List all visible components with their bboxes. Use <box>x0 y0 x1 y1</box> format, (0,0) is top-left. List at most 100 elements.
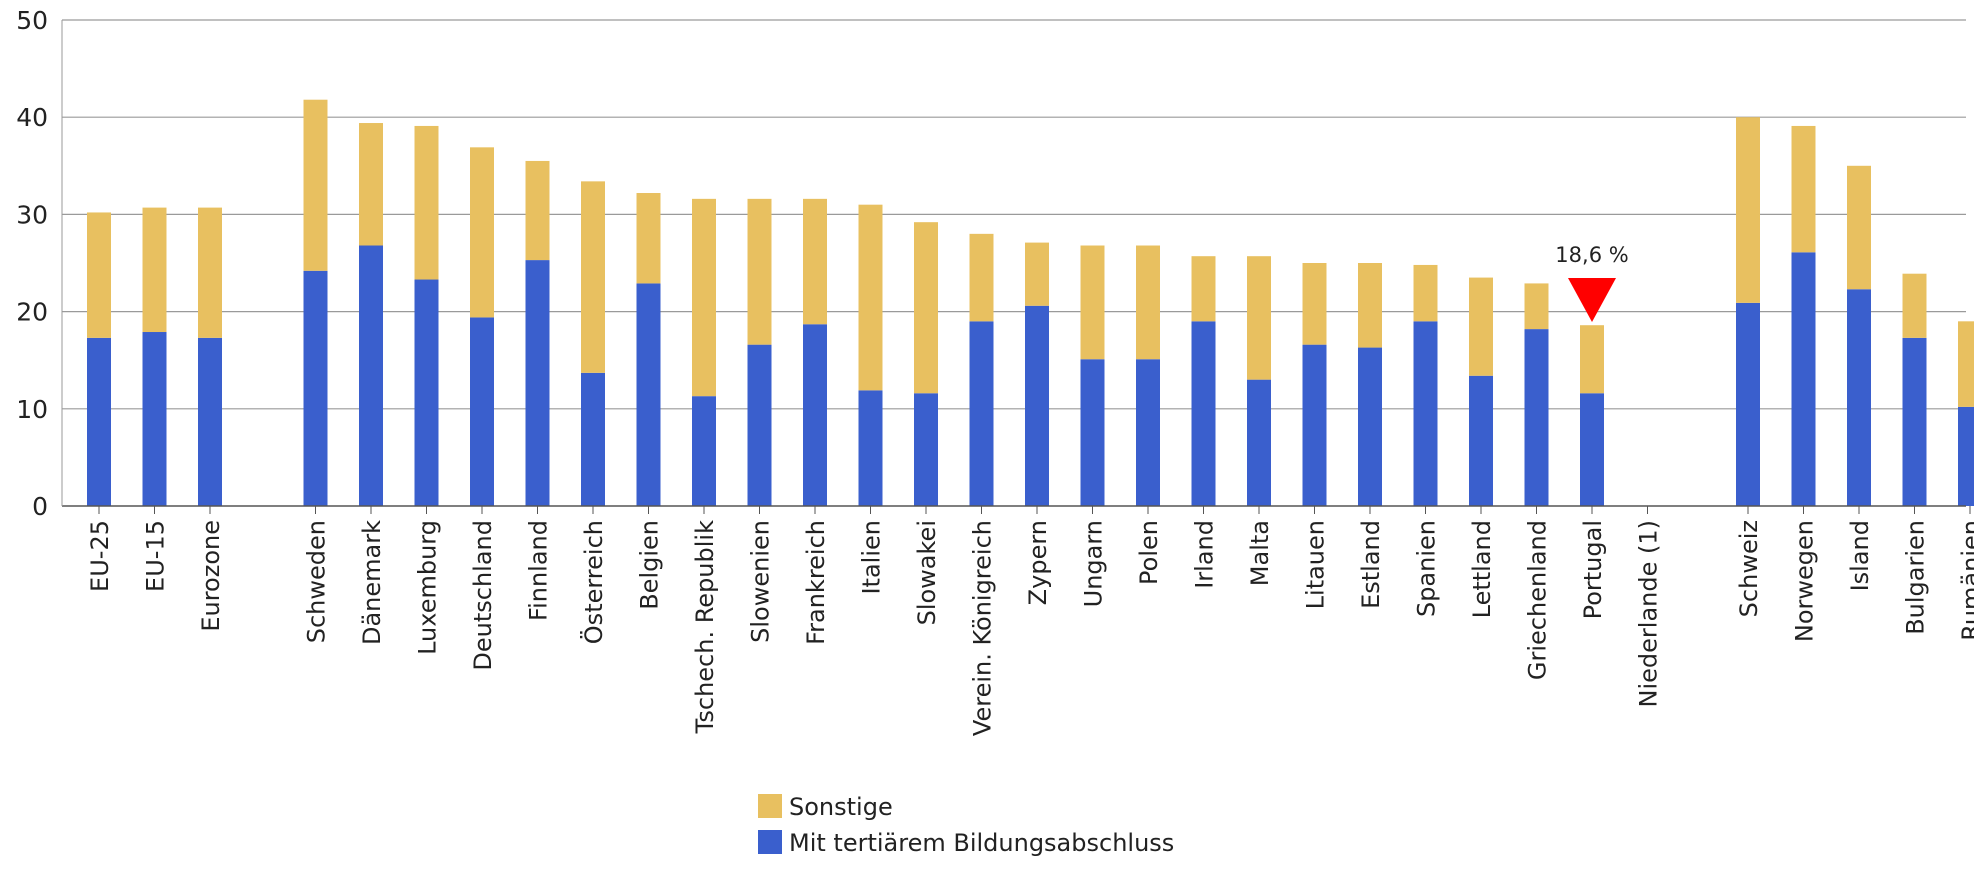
bar-tertiary-18 <box>1136 359 1160 506</box>
legend-swatch-0 <box>758 794 782 818</box>
x-tick-label-18: Polen <box>1135 520 1163 585</box>
bar-sonstige-19 <box>1191 256 1216 322</box>
annotation-label: 18,6 % <box>1555 243 1628 267</box>
legend-label-1: Mit tertiärem Bildungsabschluss <box>789 829 1174 857</box>
bar-tertiary-30 <box>1847 289 1871 506</box>
x-tick-label-22: Estland <box>1357 520 1385 609</box>
bar-sonstige-28 <box>1736 117 1760 303</box>
bar-sonstige-10 <box>692 198 716 397</box>
bar-sonstige-3 <box>303 99 328 271</box>
x-tick-label-16: Zypern <box>1024 520 1052 605</box>
y-tick-label-50: 50 <box>16 6 48 35</box>
bar-sonstige-6 <box>470 147 494 318</box>
bar-sonstige-32 <box>1958 321 1974 407</box>
x-tick-label-23: Spanien <box>1413 520 1441 617</box>
bar-tertiary-8 <box>581 372 605 506</box>
x-tick-label-9: Belgien <box>636 520 664 610</box>
bar-tertiary-20 <box>1247 379 1271 506</box>
bar-sonstige-15 <box>969 233 994 322</box>
y-tick-label-0: 0 <box>32 492 48 521</box>
bar-tertiary-25 <box>1524 329 1549 506</box>
bar-tertiary-32 <box>1958 406 1974 506</box>
y-tick-label-10: 10 <box>16 395 48 424</box>
bar-sonstige-4 <box>359 123 383 246</box>
x-tick-label-1: EU-15 <box>142 520 170 592</box>
bar-tertiary-19 <box>1191 321 1216 506</box>
bar-sonstige-23 <box>1413 264 1438 322</box>
bar-sonstige-24 <box>1469 277 1493 376</box>
bar-sonstige-7 <box>525 160 550 261</box>
bar-sonstige-2 <box>198 207 222 338</box>
bar-sonstige-20 <box>1247 256 1271 380</box>
bar-sonstige-11 <box>747 198 772 345</box>
y-tick-label-20: 20 <box>16 298 48 327</box>
x-tick-label-20: Malta <box>1246 520 1274 586</box>
x-tick-label-30: Island <box>1846 520 1874 591</box>
x-tick-label-28: Schweiz <box>1735 520 1763 617</box>
legend-label-0: Sonstige <box>789 793 893 821</box>
bar-tertiary-0 <box>87 337 111 506</box>
bar-tertiary-12 <box>803 324 827 506</box>
bar-sonstige-29 <box>1791 125 1816 253</box>
bar-tertiary-28 <box>1736 302 1760 506</box>
bar-sonstige-9 <box>636 193 661 284</box>
bar-tertiary-10 <box>692 396 716 506</box>
x-tick-label-0: EU-25 <box>86 520 114 592</box>
x-tick-label-29: Norwegen <box>1791 520 1819 642</box>
bar-sonstige-16 <box>1025 242 1049 306</box>
annotation-marker-icon <box>1568 278 1616 322</box>
x-tick-label-31: Bulgarien <box>1902 520 1930 635</box>
bar-sonstige-0 <box>87 212 111 338</box>
bar-tertiary-17 <box>1080 359 1105 506</box>
x-tick-label-15: Verein. Königreich <box>969 520 997 736</box>
bar-tertiary-1 <box>142 332 167 506</box>
x-tick-label-2: Eurozone <box>197 520 225 632</box>
bars <box>87 99 1974 506</box>
bar-tertiary-3 <box>303 270 328 506</box>
bar-tertiary-9 <box>636 283 661 506</box>
bar-tertiary-21 <box>1302 344 1327 506</box>
x-tick-label-19: Irland <box>1191 520 1219 589</box>
x-tick-label-7: Finnland <box>525 520 553 621</box>
legend-swatch-1 <box>758 830 782 854</box>
bar-tertiary-4 <box>359 245 383 506</box>
legend: Sonstige Mit tertiärem Bildungsabschluss <box>758 793 1174 857</box>
x-tick-label-11: Slowenien <box>747 520 775 643</box>
tick-labels: 0 10 20 30 40 50 EU-25 EU-15 Eurozone Schweden Dän… <box>16 6 1974 736</box>
x-tick-label-12: Frankreich <box>802 520 830 645</box>
y-tick-label-30: 30 <box>16 200 48 229</box>
x-tick-label-3: Schweden <box>303 520 331 643</box>
axes <box>61 20 1971 514</box>
bar-sonstige-1 <box>142 207 167 333</box>
bar-tertiary-29 <box>1791 252 1816 506</box>
x-tick-label-21: Litauen <box>1302 520 1330 609</box>
gridlines <box>62 19 1966 410</box>
annotation: 18,6 % <box>1555 243 1629 322</box>
bar-sonstige-14 <box>914 222 938 394</box>
x-tick-label-13: Italien <box>858 520 886 595</box>
bar-tertiary-23 <box>1413 321 1438 506</box>
bar-tertiary-15 <box>969 321 994 506</box>
x-tick-label-4: Dänemark <box>358 520 386 645</box>
bar-sonstige-26 <box>1580 325 1604 394</box>
x-tick-label-27: Niederlande (1) <box>1635 520 1663 707</box>
bar-sonstige-17 <box>1080 245 1105 360</box>
bar-tertiary-6 <box>470 317 494 506</box>
bar-tertiary-11 <box>747 344 772 506</box>
bar-sonstige-5 <box>414 125 439 280</box>
x-tick-label-8: Österreich <box>579 520 608 644</box>
x-tick-label-32: Rumänien <box>1957 520 1974 641</box>
bar-tertiary-13 <box>858 390 883 506</box>
bar-sonstige-13 <box>858 204 883 391</box>
bar-tertiary-5 <box>414 279 439 506</box>
bar-tertiary-7 <box>525 260 550 506</box>
bar-sonstige-25 <box>1524 283 1549 330</box>
x-tick-label-14: Slowakei <box>913 520 941 625</box>
bar-sonstige-8 <box>581 181 605 373</box>
bar-sonstige-31 <box>1902 273 1927 338</box>
x-tick-label-10: Tschech. Republik <box>691 520 719 734</box>
bar-tertiary-24 <box>1469 375 1493 506</box>
bar-tertiary-22 <box>1358 347 1382 506</box>
